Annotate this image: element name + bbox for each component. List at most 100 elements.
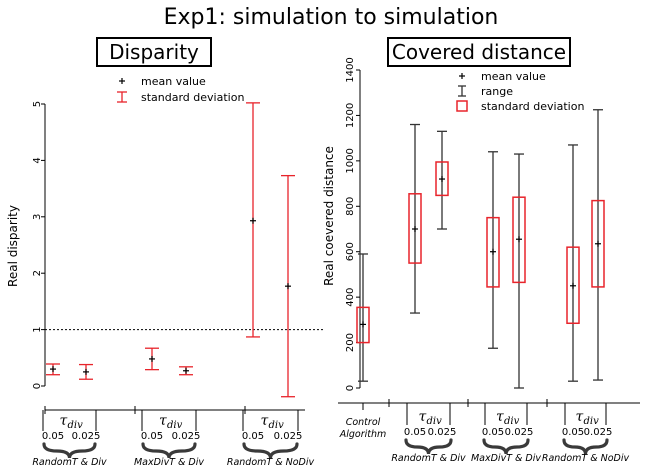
covered-distance-box	[408, 123, 422, 314]
mean-marker	[50, 366, 56, 373]
covered-distance-box	[566, 144, 580, 382]
mean-marker	[360, 321, 366, 328]
sd-box	[435, 161, 449, 197]
tau-label: τ	[159, 413, 167, 429]
disparity-legend: mean value standard deviation	[117, 75, 244, 104]
control-label-line2: Algorithm	[339, 429, 387, 440]
tau-label: τ	[576, 409, 584, 425]
covered-distance-y-tick-label: 800	[345, 197, 356, 216]
covered-distance-y-tick-label: 1400	[345, 57, 356, 82]
covered-distance-title: Covered distance	[392, 40, 566, 64]
covered-distance-y-tick-label: 400	[345, 288, 356, 307]
group-label: MaxDivT & Div	[471, 453, 541, 464]
tau-label-subscript: div	[504, 416, 520, 427]
covered-distance-title-box	[387, 37, 571, 67]
control-algorithm-box	[356, 253, 370, 382]
disparity-y-tick-label: 1	[32, 326, 43, 332]
covered-distance-box	[486, 151, 500, 349]
tau-value-label: 0.025	[428, 427, 457, 438]
group-label: RandomT & NoDiv	[227, 457, 315, 468]
control-label-line1: Control	[346, 417, 381, 428]
disparity-y-ticks: 0 1 2 3 4 5	[32, 101, 46, 389]
tau-label-subscript: div	[269, 420, 285, 431]
covered-distance-marks	[356, 109, 605, 389]
legend-sd-symbol	[456, 100, 468, 112]
group-label: RandomT & Div	[32, 457, 107, 468]
sd-box	[356, 306, 370, 344]
sd-box	[591, 199, 605, 288]
disparity-y-tick-label: 2	[32, 270, 43, 276]
tau-value-label: 0.05	[404, 427, 426, 438]
covered-distance-y-tick-label: 0	[345, 385, 356, 391]
tau-label-subscript: div	[427, 416, 443, 427]
tau-label-subscript: div	[584, 416, 600, 427]
disparity-point	[246, 102, 260, 338]
covered-distance-y-ticks: 0 200 400 600 800 1000 1200 1400	[345, 57, 361, 391]
sd-box	[512, 196, 526, 284]
tau-label: τ	[60, 413, 68, 429]
sd-box	[486, 216, 500, 288]
tau-value-label: 0.05	[562, 427, 584, 438]
tau-label-subscript: div	[167, 420, 183, 431]
tau-value-label: 0.05	[141, 431, 163, 442]
disparity-point	[281, 174, 295, 398]
legend-mean-symbol	[459, 73, 465, 79]
mean-marker	[570, 282, 576, 289]
tau-value-label: 0.05	[242, 431, 264, 442]
covered-distance-box	[512, 153, 526, 389]
tau-value-label: 0.025	[72, 431, 101, 442]
covered-distance-y-axis-label: Real coevered distance	[322, 146, 336, 286]
legend-mean-value-label: mean value	[141, 75, 206, 88]
tau-label: τ	[419, 409, 427, 425]
group-label: RandomT & NoDiv	[542, 453, 630, 464]
group-label: MaxDivT & Div	[134, 457, 204, 468]
disparity-title-box	[96, 37, 212, 67]
tau-value-label: 0.025	[172, 431, 201, 442]
disparity-title: Disparity	[109, 40, 199, 64]
legend-mean-value-label: mean value	[481, 70, 546, 83]
tau-value-label: 0.025	[584, 427, 613, 438]
group-brace	[562, 438, 609, 455]
mean-marker	[412, 226, 418, 232]
mean-marker	[439, 176, 445, 183]
legend-range-label: range	[481, 85, 513, 98]
legend-standard-deviation-label: standard deviation	[481, 100, 584, 113]
mean-marker	[149, 355, 155, 362]
mean-marker	[595, 240, 601, 247]
disparity-y-tick-label: 4	[32, 157, 43, 163]
disparity-point	[179, 366, 193, 376]
tau-value-label: 0.025	[274, 431, 303, 442]
tau-value-label: 0.025	[505, 427, 534, 438]
covered-distance-y-tick-label: 600	[345, 242, 356, 261]
covered-distance-box	[435, 130, 449, 230]
legend-mean-symbol	[119, 78, 125, 84]
covered-distance-panel: Covered distance Real coevered distance …	[322, 37, 640, 464]
covered-distance-y-tick-label: 200	[345, 333, 356, 352]
tau-label: τ	[261, 413, 269, 429]
tau-value-label: 0.05	[42, 431, 64, 442]
disparity-marks	[45, 102, 324, 398]
group-brace	[242, 442, 299, 459]
mean-marker	[516, 236, 522, 243]
group-brace	[42, 442, 97, 459]
disparity-y-tick-label: 0	[32, 383, 43, 389]
mean-marker	[250, 217, 256, 224]
mean-marker	[490, 248, 496, 255]
disparity-panel: Disparity Real disparity 0 1 2 3 4 5 mean val…	[6, 37, 324, 468]
group-brace	[404, 438, 453, 455]
mean-marker	[183, 367, 189, 374]
group-brace	[141, 442, 197, 459]
mean-marker	[83, 368, 89, 375]
disparity-y-axis-label: Real disparity	[6, 205, 20, 287]
sd-box	[566, 246, 580, 325]
covered-distance-y-tick-label: 1000	[345, 148, 356, 173]
sd-box	[408, 193, 422, 264]
disparity-y-tick-label: 5	[32, 101, 43, 107]
tau-label: τ	[496, 409, 504, 425]
covered-distance-legend: mean value range standard deviation	[456, 70, 584, 113]
covered-distance-y-tick-label: 1200	[345, 103, 356, 128]
disparity-point	[46, 363, 60, 376]
